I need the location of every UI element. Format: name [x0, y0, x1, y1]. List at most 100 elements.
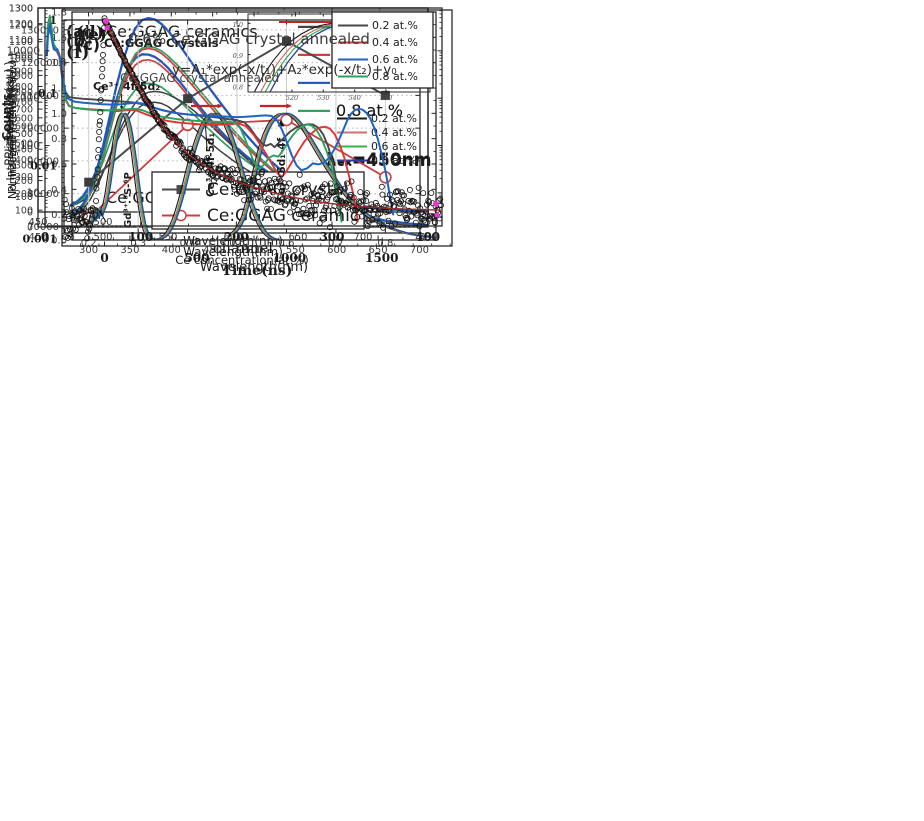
y-tick-label: 1.8 [51, 8, 67, 19]
y-tick-label: 600 [15, 121, 33, 132]
x-tick-label: 1500 [365, 251, 398, 265]
y-axis-title: PL intensity(a.u.) [2, 61, 16, 158]
x-tick-label: 700 [410, 245, 429, 256]
legend-label: 0.8 at.% [372, 70, 418, 83]
y-tick-label: 0.6 [51, 160, 67, 171]
fit-equation: y=A₁*exp(-x/t₁)+A₂*exp(-x/t₂)+y₀ [172, 62, 397, 78]
x-tick-label: 100 [128, 230, 153, 244]
series-fit-line [104, 19, 442, 211]
x-axis-title: Wavelength(nm) [183, 245, 283, 259]
x-tick-label: 300 [319, 230, 344, 244]
y-tick-label: 1300 [9, 4, 33, 15]
x-tick-label: 540 [348, 94, 360, 102]
y-tick-label: 500 [15, 138, 33, 149]
y-tick-label: 0.2 [51, 210, 67, 221]
y-tick-label: 200 [15, 189, 33, 200]
y-tick-label: 1100 [9, 35, 33, 46]
x-tick-label: 0.5 [229, 238, 245, 249]
panel-d-title: Ce:GGAG Crystals [104, 36, 219, 50]
y-tick-label: 300 [15, 160, 33, 171]
x-tick-label: 600 [223, 232, 242, 243]
x-tick-label: 500 [184, 251, 209, 265]
y-tick-label: 500 [15, 129, 33, 140]
y-tick-label: 90000 [27, 156, 59, 167]
plot-frame [61, 9, 453, 247]
panel-e-title: Ce:GGAG crystal annealed [120, 71, 279, 85]
y-axis-title: Intensity(arb.units) [4, 75, 17, 180]
x-tick-label: 200 [224, 230, 249, 244]
y-tick-label: 200 [15, 176, 33, 187]
panel-c-label: (c) [76, 35, 100, 54]
x-tick-label: 0.4 [180, 238, 196, 249]
y-tick-label: 10 [27, 187, 40, 199]
excitation-note: λₑₓ=450nm [326, 150, 431, 170]
y-tick-label: 1.4 [51, 58, 67, 69]
y-tick-label: 1100 [9, 37, 33, 48]
y-tick-label: 1000 [9, 54, 33, 65]
x-tick-label: 0.6 [279, 238, 295, 249]
series-0.6 at.% [45, 23, 395, 216]
y-tick-label: 110000 [21, 91, 59, 102]
y-tick-label: 800 [15, 82, 33, 93]
y-tick-label: 0.0 [51, 236, 67, 247]
y-tick-label: 1200 [9, 19, 33, 30]
y-tick-label: 0.8 [233, 83, 243, 91]
highlight-marker [104, 25, 110, 31]
highlight-marker [433, 201, 439, 207]
y-tick-label: 130000 [21, 25, 59, 36]
x-tick-label: 0.7 [328, 238, 344, 249]
y-tick-label: 100 [15, 206, 33, 217]
legend-label: 0.8 at.% [336, 101, 403, 120]
series-decay-data [62, 15, 444, 242]
highlight-marker [434, 212, 440, 218]
y-tick-label: 100 [15, 192, 33, 203]
y-tick-label: 0.001 [23, 232, 57, 245]
y-tick-label: 1300 [9, 4, 33, 15]
x-tick-label: 520 [286, 94, 298, 102]
y-tick-label: 1200 [9, 20, 33, 31]
x-tick-label: 650 [288, 232, 307, 243]
y-tick-label: 80000 [27, 189, 59, 200]
x-tick-label: 600 [327, 245, 346, 256]
y-tick-label: 70000 [27, 222, 59, 233]
y-tick-label: 0.01 [30, 160, 57, 173]
y-tick-label: 120000 [21, 58, 59, 69]
x-tick-label: 550 [158, 232, 177, 243]
y-tick-label: 0 [27, 223, 33, 234]
y-tick-label: 300 [15, 172, 33, 183]
legend-label: 0.2 at.% [371, 112, 417, 125]
x-tick-label: 0 [41, 230, 49, 244]
x-tick-label: 300 [79, 245, 98, 256]
y-tick-label: 100 [20, 140, 40, 152]
legend-label: 0.4 at.% [372, 36, 418, 49]
x-tick-label: 450 [203, 245, 222, 256]
y-tick-label: 1.0 [233, 21, 243, 29]
x-tick-label: 530 [317, 94, 329, 102]
y-tick-label: 1.6 [51, 33, 67, 44]
x-tick-label: 500 [93, 232, 112, 243]
plot-frame [63, 19, 421, 234]
y-tick-label: 1.2 [51, 84, 67, 95]
legend-label: 0.2 at.% [372, 19, 418, 32]
panel-f: 0 500 1000 1500 1 0.1 0.01 0.001 (f) 0.6% Ce:GGAG… [0, 0, 469, 281]
annotation-gd: Gd³⁺ ⁸S-⁶P [123, 172, 134, 228]
plot-area [44, 7, 443, 227]
x-tick-label: 400 [162, 245, 181, 256]
highlight-marker [103, 18, 109, 24]
y-tick-label: 700 [15, 105, 33, 116]
panel-f-label: (f) [66, 43, 89, 63]
y-tick-label: 400 [15, 155, 33, 166]
y-tick-label: 100000 [21, 124, 59, 135]
legend-label: 0.8 at.% [336, 101, 403, 120]
y-tick-label: 900 [15, 66, 33, 77]
legend-label: 0.6 at.% [372, 53, 418, 66]
panel-d-label: (d) [76, 23, 104, 43]
y-tick-label: 0.4 [51, 185, 67, 196]
x-tick-label: 400 [415, 230, 440, 244]
panel-e-label: (e) [80, 25, 107, 45]
x-tick-label: 1000 [273, 251, 306, 265]
